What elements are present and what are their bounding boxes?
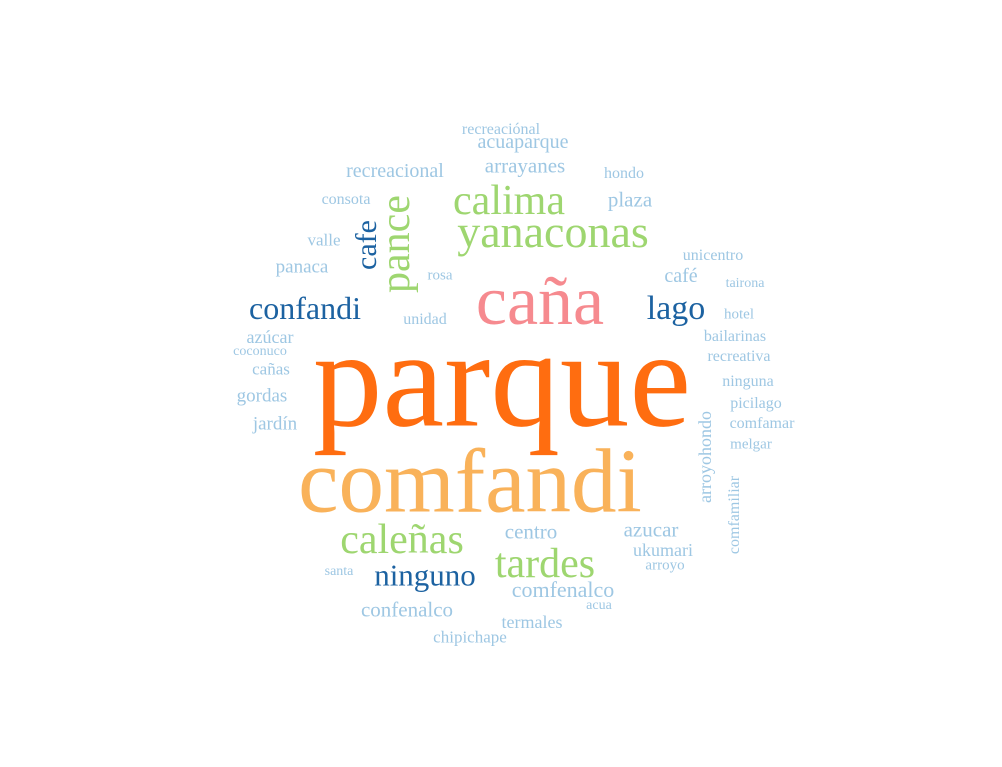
word-cafe: cafe bbox=[350, 220, 383, 270]
word-comfamiliar: comfamiliar bbox=[726, 475, 743, 555]
word-calima: calima bbox=[453, 178, 565, 224]
word-azucar-accent: azúcar bbox=[246, 327, 294, 347]
word-bailarinas: bailarinas bbox=[703, 328, 767, 345]
word-recreacional: recreacional bbox=[346, 160, 444, 182]
word-gordas: gordas bbox=[236, 385, 288, 407]
word-ninguna: ninguna bbox=[722, 373, 774, 390]
word-chipichape: chipichape bbox=[433, 627, 507, 647]
word-jardin: jardín bbox=[252, 413, 298, 435]
word-santa: santa bbox=[324, 564, 354, 579]
word-azucar: azucar bbox=[623, 517, 679, 542]
word-arrayanes: arrayanes bbox=[484, 153, 566, 178]
word-calenas: caleñas bbox=[340, 517, 464, 563]
word-recreativa: recreativa bbox=[707, 348, 771, 365]
word-comfandi: comfandi bbox=[298, 430, 642, 532]
word-acua: acua bbox=[586, 598, 612, 613]
word-confenalco: confenalco bbox=[360, 597, 454, 622]
word-hotel: hotel bbox=[724, 306, 754, 323]
word-lago: lago bbox=[646, 290, 706, 327]
word-hondo: hondo bbox=[604, 165, 644, 182]
word-plaza: plaza bbox=[607, 187, 653, 212]
word-melgar: melgar bbox=[730, 436, 772, 453]
word-yanaconas: yanaconas bbox=[457, 206, 649, 257]
word-picilago: picilago bbox=[730, 395, 782, 412]
word-ninguno: ninguno bbox=[374, 557, 476, 593]
word-coconuco: coconuco bbox=[233, 344, 287, 359]
word-rosa: rosa bbox=[427, 267, 453, 284]
word-valle: valle bbox=[307, 230, 341, 250]
word-canas: cañas bbox=[252, 359, 290, 379]
word-comfamar: comfamar bbox=[729, 415, 795, 432]
word-acuaparque: acuaparque bbox=[477, 131, 569, 153]
word-consota: consota bbox=[321, 191, 371, 208]
word-unicentro: unicentro bbox=[682, 247, 744, 264]
word-confandi: confandi bbox=[249, 290, 361, 326]
word-tairona: tairona bbox=[725, 276, 765, 291]
word-parque: parque bbox=[312, 302, 692, 457]
word-recreacional-accent: recreaciónal bbox=[461, 121, 541, 138]
word-tardes: tardes bbox=[494, 541, 596, 587]
word-ukumari: ukumari bbox=[633, 540, 693, 560]
word-cafe-accent: café bbox=[664, 265, 698, 287]
word-arroyohondo: arroyohondo bbox=[695, 411, 715, 503]
word-centro: centro bbox=[504, 519, 558, 544]
word-arroyo: arroyo bbox=[645, 557, 685, 574]
word-unidad: unidad bbox=[403, 311, 447, 328]
word-panaca: panaca bbox=[275, 256, 329, 278]
word-cana: caña bbox=[475, 263, 605, 340]
word-termales: termales bbox=[501, 612, 563, 632]
word-comfenalco: comfenalco bbox=[511, 577, 615, 602]
